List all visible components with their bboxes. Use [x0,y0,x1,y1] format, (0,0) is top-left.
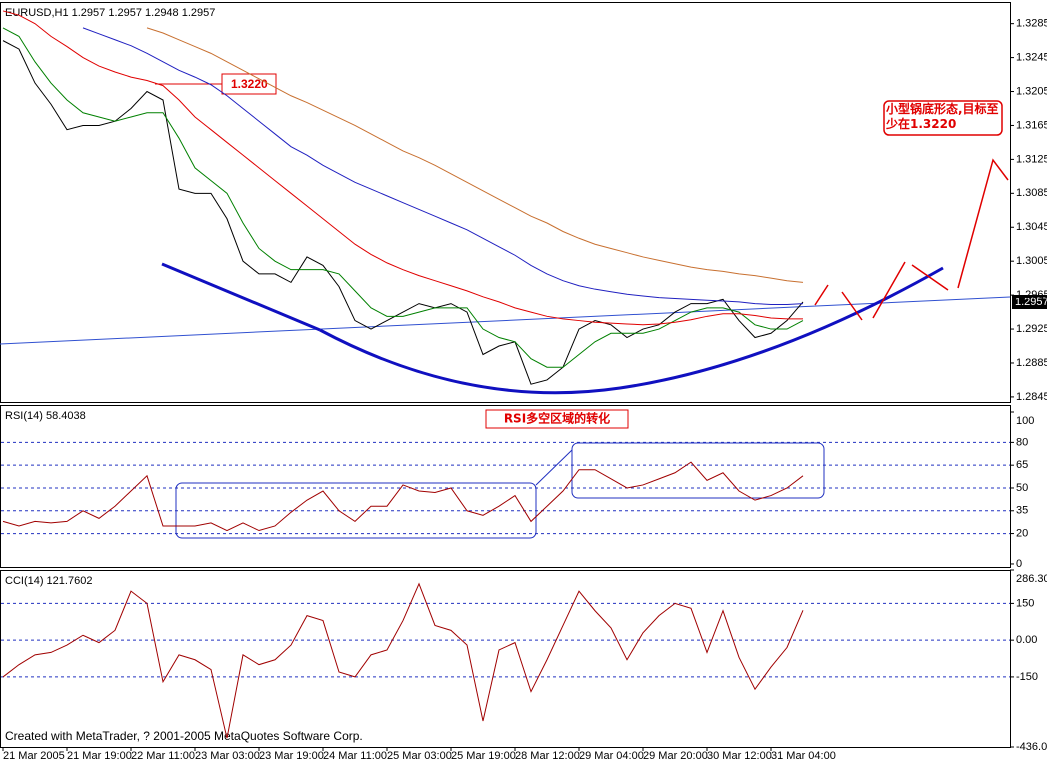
y-tick-label: 50 [1016,482,1028,494]
y-tick-label: 0 [1016,558,1022,570]
cci-title: CCI(14) 121.7602 [5,575,92,587]
y-tick-label: 80 [1016,436,1028,448]
y-tick-label: 65 [1016,459,1028,471]
rsi-note: RSI多空区域的转化 [504,411,610,426]
price-tag [1012,295,1047,309]
x-tick-label: 23 Mar 19:00 [259,750,324,761]
y-tick-label: 1.3285 [1016,18,1047,30]
y-tick-label: 35 [1016,505,1028,517]
footer: Created with MetaTrader, ? 2001-2005 Met… [5,729,363,743]
note-text: 小型锅底形态,目标至少在1.3220 [886,102,999,131]
x-tick-label: 21 Mar 2005 [3,750,65,761]
x-tick-label: 29 Mar 20:00 [643,750,708,761]
y-tick-label: -150 [1016,671,1038,683]
series-line [146,27,804,283]
y-tick-label: 100 [1016,415,1034,427]
y-tick-label: 1.3085 [1016,187,1047,199]
x-tick-label: 29 Mar 04:00 [579,750,644,761]
bowl-curve [319,266,944,395]
rsi-title: RSI(14) 58.4038 [5,410,86,422]
chart-title: EURUSD,H1 1.2957 1.2957 1.2948 1.2957 [5,7,215,19]
rsi-connector [535,449,573,486]
x-tick-label: 28 Mar 12:00 [515,750,580,761]
y-tick-label: 1.3005 [1016,255,1047,267]
price-tag-label: 1.2957 [1015,296,1047,308]
note-box [883,100,1003,136]
rsi-box-right [571,442,825,499]
trend-line [0,296,1011,345]
x-tick-label: 21 Mar 19:00 [67,750,132,761]
x-tick-label: 22 Mar 11:00 [131,750,195,761]
y-tick-label: 1.3125 [1016,153,1047,165]
x-tick-label: 24 Mar 11:00 [323,750,387,761]
y-tick-label: -436.0 [1016,741,1047,753]
price-panel [0,2,1011,403]
series-line [2,10,803,326]
y-tick-label: 20 [1016,527,1028,539]
series-line [2,582,804,739]
y-tick-label: 1.3205 [1016,85,1047,97]
y-tick-label: 1.2885 [1016,357,1047,369]
y-tick-label: 1.3245 [1016,52,1047,64]
cci-panel [0,570,1011,748]
note: 小型锅底形态,目标至少在1.3220 [886,102,999,131]
forecast-arrows [814,158,1009,321]
series-line [2,461,804,532]
y-tick-label: 1.3165 [1016,119,1047,131]
y-tick-label: 1.2845 [1016,391,1047,403]
y-tick-label: 0.00 [1016,634,1037,646]
series-line [2,27,804,368]
level-label: 1.3220 [231,77,268,91]
series-line [2,40,804,385]
y-tick-label: 150 [1016,597,1034,609]
x-tick-label: 23 Mar 03:00 [195,750,260,761]
rsi-panel [0,405,1011,568]
x-tick-label: 25 Mar 19:00 [451,750,516,761]
rsi-note-box [485,409,629,429]
y-tick-label: 1.3045 [1016,221,1047,233]
x-tick-label: 25 Mar 03:00 [387,750,452,761]
y-tick-label: 1.2925 [1016,323,1047,335]
bowl-left [161,262,321,332]
series-line [82,27,804,305]
y-tick-label: 286.30 [1016,573,1047,585]
y-tick-label: 1.2965 [1016,289,1047,301]
x-tick-label: 30 Mar 12:00 [707,750,772,761]
x-tick-label: 31 Mar 04:00 [771,750,836,761]
